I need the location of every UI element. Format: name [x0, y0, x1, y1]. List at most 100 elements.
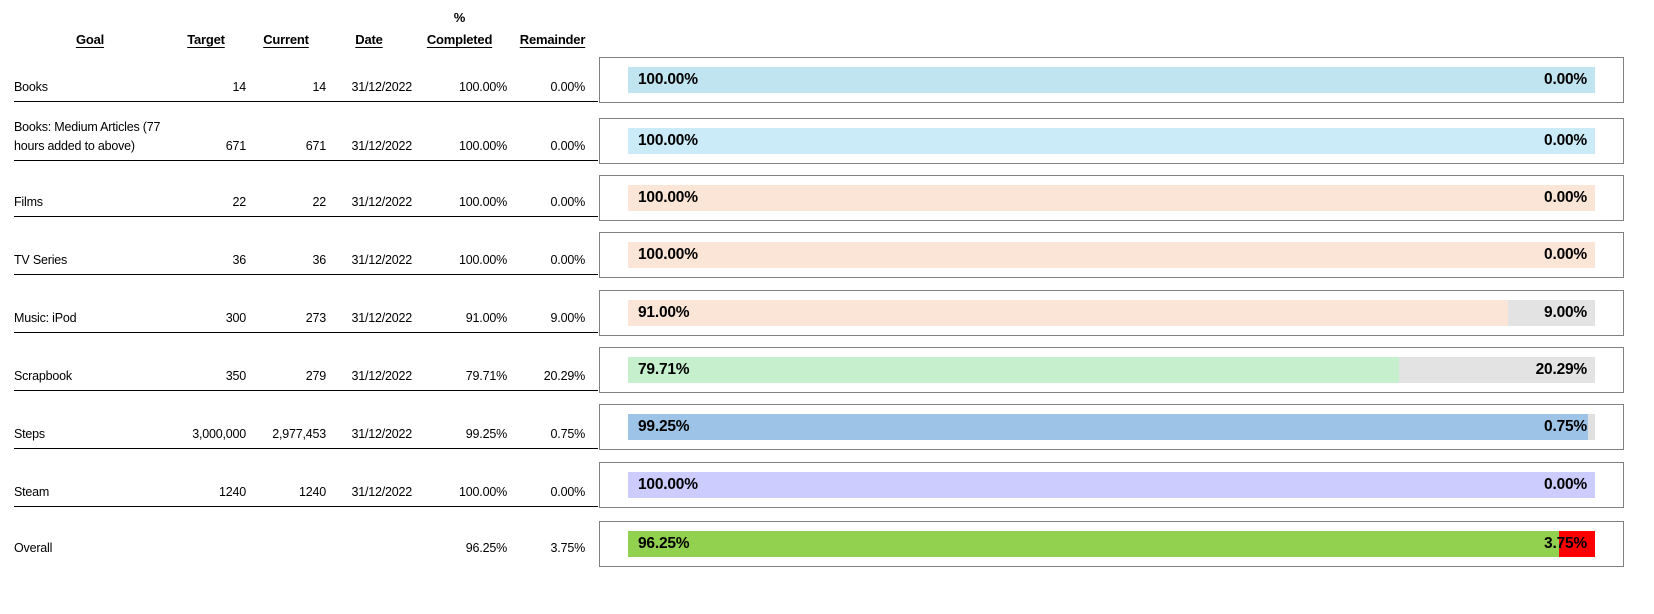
bar-completed-segment: [628, 67, 1595, 93]
completed-cell[interactable]: 100.00%: [459, 195, 507, 209]
target-cell[interactable]: 36: [232, 253, 246, 267]
remainder-cell[interactable]: 9.00%: [550, 311, 586, 325]
bar-plot: 79.71% 20.29%: [628, 357, 1595, 383]
table-row-steam: Steam 1240 1240 31/12/2022 100.00% 0.00%: [14, 450, 598, 507]
goal-cell[interactable]: Films: [14, 195, 43, 209]
bar-plot: 99.25% 0.75%: [628, 414, 1595, 440]
progress-bar-overall[interactable]: 96.25% 3.75%: [599, 521, 1624, 567]
table-row-overall: Overall 96.25% 3.75%: [14, 508, 598, 562]
completed-cell[interactable]: 100.00%: [459, 253, 507, 267]
bar-remainder-label: 0.00%: [1544, 246, 1587, 263]
header-completed[interactable]: Completed: [426, 32, 493, 47]
goal-cell[interactable]: Steam: [14, 485, 50, 499]
bar-completed-label: 100.00%: [638, 246, 698, 263]
date-cell[interactable]: 31/12/2022: [351, 427, 412, 441]
progress-bar-books-medium-articles[interactable]: 100.00% 0.00%: [599, 118, 1624, 164]
bar-remainder-segment: [1507, 300, 1595, 326]
remainder-cell[interactable]: 0.00%: [550, 80, 586, 94]
target-cell[interactable]: [166, 558, 246, 562]
bar-completed-segment: [628, 300, 1508, 326]
date-cell[interactable]: 31/12/2022: [351, 80, 412, 94]
target-cell[interactable]: 3,000,000: [192, 427, 246, 441]
current-cell[interactable]: 2,977,453: [272, 427, 326, 441]
target-cell[interactable]: 14: [232, 80, 246, 94]
current-cell[interactable]: [246, 558, 326, 562]
progress-bar-steam[interactable]: 100.00% 0.00%: [599, 462, 1624, 508]
remainder-cell[interactable]: 0.75%: [550, 427, 586, 441]
goal-cell[interactable]: Scrapbook: [14, 369, 72, 383]
remainder-cell[interactable]: 20.29%: [543, 369, 585, 383]
bar-completed-segment: [628, 531, 1559, 557]
progress-bar-films[interactable]: 100.00% 0.00%: [599, 175, 1624, 221]
bar-remainder-segment: [1558, 531, 1595, 557]
bar-completed-label: 100.00%: [638, 189, 698, 206]
target-cell[interactable]: 22: [232, 195, 246, 209]
target-cell[interactable]: 1240: [218, 485, 246, 499]
bar-completed-segment: [628, 414, 1588, 440]
progress-bar-steps[interactable]: 99.25% 0.75%: [599, 404, 1624, 450]
target-cell[interactable]: 350: [225, 369, 246, 383]
bar-completed-label: 79.71%: [638, 361, 690, 378]
target-cell[interactable]: 300: [225, 311, 246, 325]
goal-cell[interactable]: Books: Medium Articles (77 hours added t…: [14, 120, 161, 153]
header-current[interactable]: Current: [263, 32, 309, 47]
current-cell[interactable]: 671: [305, 139, 326, 153]
date-cell[interactable]: 31/12/2022: [351, 311, 412, 325]
date-cell[interactable]: 31/12/2022: [351, 139, 412, 153]
target-cell[interactable]: 671: [225, 139, 246, 153]
date-cell[interactable]: [326, 558, 412, 562]
remainder-cell[interactable]: 3.75%: [550, 541, 586, 555]
header-goal[interactable]: Goal: [75, 32, 105, 47]
table-row-tv-series: TV Series 36 36 31/12/2022 100.00% 0.00%: [14, 218, 598, 275]
bar-completed-label: 96.25%: [638, 535, 690, 552]
completed-cell[interactable]: 96.25%: [465, 541, 507, 555]
goal-cell[interactable]: Overall: [14, 541, 53, 555]
goal-cell[interactable]: Music: iPod: [14, 311, 77, 325]
date-cell[interactable]: 31/12/2022: [351, 485, 412, 499]
progress-bar-books[interactable]: 100.00% 0.00%: [599, 57, 1624, 103]
percent-column-header: %: [453, 10, 466, 25]
header-target[interactable]: Target: [187, 32, 225, 47]
goal-cell[interactable]: TV Series: [14, 253, 68, 267]
completed-cell[interactable]: 91.00%: [465, 311, 507, 325]
completed-cell[interactable]: 99.25%: [465, 427, 507, 441]
progress-bar-tv-series[interactable]: 100.00% 0.00%: [599, 232, 1624, 278]
bar-remainder-label: 0.75%: [1544, 418, 1587, 435]
bar-plot: 100.00% 0.00%: [628, 67, 1595, 93]
bar-plot: 100.00% 0.00%: [628, 472, 1595, 498]
date-cell[interactable]: 31/12/2022: [351, 195, 412, 209]
bar-remainder-label: 0.00%: [1544, 189, 1587, 206]
current-cell[interactable]: 1240: [298, 485, 326, 499]
date-cell[interactable]: 31/12/2022: [351, 369, 412, 383]
bar-completed-label: 100.00%: [638, 132, 698, 149]
completed-cell[interactable]: 100.00%: [459, 80, 507, 94]
progress-bar-music-ipod[interactable]: 91.00% 9.00%: [599, 290, 1624, 336]
current-cell[interactable]: 36: [312, 253, 326, 267]
current-cell[interactable]: 14: [312, 80, 326, 94]
goal-cell[interactable]: Steps: [14, 427, 45, 441]
current-cell[interactable]: 273: [305, 311, 326, 325]
progress-bar-scrapbook[interactable]: 79.71% 20.29%: [599, 347, 1624, 393]
completed-cell[interactable]: 100.00%: [459, 139, 507, 153]
bar-plot: 96.25% 3.75%: [628, 531, 1595, 557]
table-row-books: Books 14 14 31/12/2022 100.00% 0.00%: [14, 60, 598, 102]
completed-cell[interactable]: 79.71%: [465, 369, 507, 383]
header-date[interactable]: Date: [355, 32, 383, 47]
bar-completed-label: 91.00%: [638, 304, 690, 321]
bar-completed-segment: [628, 357, 1399, 383]
remainder-cell[interactable]: 0.00%: [550, 253, 586, 267]
remainder-cell[interactable]: 0.00%: [550, 139, 586, 153]
bar-completed-label: 100.00%: [638, 71, 698, 88]
current-cell[interactable]: 279: [305, 369, 326, 383]
remainder-cell[interactable]: 0.00%: [550, 195, 586, 209]
bar-remainder-label: 9.00%: [1544, 304, 1587, 321]
table-row-scrapbook: Scrapbook 350 279 31/12/2022 79.71% 20.2…: [14, 334, 598, 391]
header-remainder[interactable]: Remainder: [519, 32, 586, 47]
current-cell[interactable]: 22: [312, 195, 326, 209]
remainder-cell[interactable]: 0.00%: [550, 485, 586, 499]
date-cell[interactable]: 31/12/2022: [351, 253, 412, 267]
goal-cell[interactable]: Books: [14, 80, 48, 94]
completed-cell[interactable]: 100.00%: [459, 485, 507, 499]
table-row-books-medium-articles: Books: Medium Articles (77 hours added t…: [14, 103, 598, 161]
